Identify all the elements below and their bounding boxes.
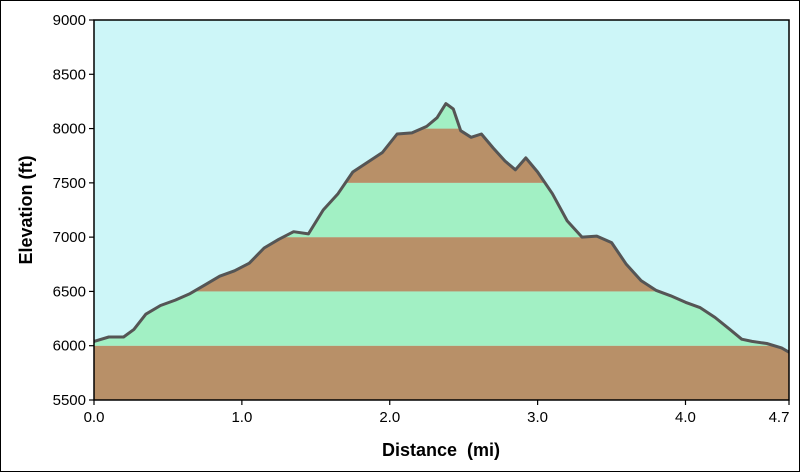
x-tick-label: 3.0 bbox=[527, 409, 548, 426]
y-tick-label: 9000 bbox=[53, 12, 86, 29]
y-tick-label: 7000 bbox=[53, 229, 86, 246]
elevation-band bbox=[94, 291, 789, 346]
y-tick-label: 8500 bbox=[53, 66, 86, 83]
x-tick-label: 4.0 bbox=[675, 409, 696, 426]
y-axis-title: Elevation (ft) bbox=[16, 155, 36, 264]
x-axis: 0.0 1.0 2.0 3.0 4.0 4.7 bbox=[84, 400, 790, 426]
y-tick-label: 8000 bbox=[53, 121, 86, 138]
elevation-profile-line bbox=[94, 102, 789, 354]
elevation-band bbox=[94, 345, 789, 400]
y-tick-label: 6500 bbox=[53, 283, 86, 300]
y-tick-label: 7500 bbox=[53, 175, 86, 192]
x-axis-title: Distance (mi) bbox=[382, 440, 500, 460]
y-tick-label: 5500 bbox=[53, 392, 86, 409]
x-tick-label: 4.7 bbox=[769, 409, 790, 426]
x-tick-label: 1.0 bbox=[231, 409, 252, 426]
plot-area-border bbox=[93, 19, 790, 401]
x-tick-label: 0.0 bbox=[84, 409, 105, 426]
x-tick-label: 2.0 bbox=[379, 409, 400, 426]
y-axis: 5500 6000 6500 7000 7500 8000 8500 9000 bbox=[53, 12, 94, 409]
y-tick-label: 6000 bbox=[53, 338, 86, 355]
